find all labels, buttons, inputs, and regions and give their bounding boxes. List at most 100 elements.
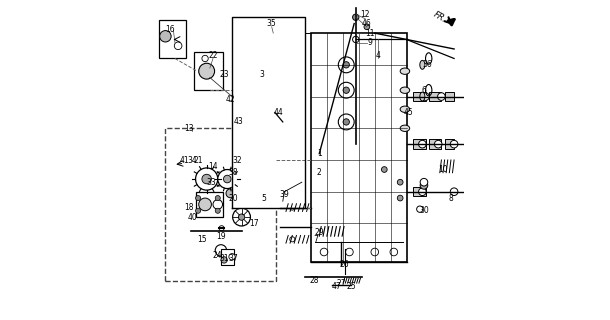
Text: 46: 46 (362, 19, 371, 28)
FancyBboxPatch shape (413, 140, 426, 149)
FancyBboxPatch shape (445, 92, 454, 101)
Circle shape (450, 140, 458, 148)
Text: 47: 47 (332, 282, 342, 292)
Text: 40: 40 (187, 212, 197, 222)
Text: 6: 6 (422, 86, 426, 95)
Circle shape (343, 119, 350, 125)
Text: 24: 24 (213, 251, 223, 260)
Text: 14: 14 (208, 162, 218, 171)
Text: 12: 12 (361, 10, 370, 19)
Circle shape (364, 24, 370, 30)
Text: 11: 11 (365, 28, 375, 38)
Text: 33: 33 (207, 178, 217, 187)
Circle shape (343, 62, 350, 68)
FancyBboxPatch shape (429, 140, 442, 149)
Circle shape (215, 208, 220, 213)
Circle shape (238, 131, 245, 139)
Circle shape (434, 140, 442, 148)
FancyBboxPatch shape (445, 140, 454, 149)
Text: FR.: FR. (432, 10, 448, 25)
Circle shape (238, 86, 245, 94)
Text: 8: 8 (448, 194, 453, 203)
Circle shape (353, 36, 359, 43)
Text: 19: 19 (216, 232, 226, 241)
Text: 42: 42 (226, 95, 235, 104)
Circle shape (199, 63, 215, 79)
Circle shape (223, 175, 231, 183)
Circle shape (199, 198, 212, 211)
Circle shape (247, 150, 255, 157)
Text: 37: 37 (229, 254, 239, 263)
Circle shape (160, 31, 171, 42)
Text: 43: 43 (234, 117, 243, 126)
Text: 5: 5 (261, 194, 266, 203)
Circle shape (279, 36, 287, 43)
FancyBboxPatch shape (194, 52, 223, 90)
Circle shape (279, 108, 287, 116)
Circle shape (196, 168, 218, 190)
Text: 4: 4 (376, 51, 381, 60)
Circle shape (226, 189, 235, 198)
Circle shape (221, 257, 228, 263)
Text: 44: 44 (273, 108, 283, 117)
Circle shape (274, 50, 285, 61)
Text: 26: 26 (340, 260, 350, 269)
Ellipse shape (420, 92, 425, 101)
Text: 31: 31 (220, 254, 229, 263)
Text: 32: 32 (232, 156, 242, 164)
Circle shape (390, 248, 398, 256)
Circle shape (289, 140, 296, 148)
Circle shape (290, 205, 295, 210)
FancyBboxPatch shape (413, 187, 426, 196)
Circle shape (339, 57, 354, 73)
Text: 39: 39 (279, 190, 289, 199)
Circle shape (279, 175, 287, 183)
Text: 17: 17 (249, 219, 259, 228)
Circle shape (263, 124, 271, 132)
Circle shape (420, 178, 428, 186)
Circle shape (339, 82, 354, 98)
Circle shape (346, 248, 353, 256)
FancyBboxPatch shape (196, 192, 223, 217)
Circle shape (219, 226, 224, 231)
Circle shape (279, 68, 287, 75)
Circle shape (196, 196, 201, 201)
Text: 30: 30 (419, 206, 429, 215)
Text: 21: 21 (194, 156, 204, 164)
Text: 7: 7 (314, 235, 318, 244)
Circle shape (263, 86, 271, 94)
Circle shape (289, 55, 296, 62)
Text: 45: 45 (403, 108, 413, 117)
Circle shape (343, 87, 350, 93)
Circle shape (274, 112, 278, 116)
Circle shape (397, 179, 403, 185)
Text: 15: 15 (197, 235, 207, 244)
Circle shape (257, 181, 264, 189)
Text: 29: 29 (315, 228, 324, 237)
Text: 35: 35 (267, 19, 276, 28)
Circle shape (229, 253, 235, 260)
Text: 13: 13 (184, 124, 194, 133)
Ellipse shape (400, 87, 410, 93)
Circle shape (247, 108, 255, 116)
Text: 22: 22 (208, 51, 218, 60)
FancyBboxPatch shape (311, 33, 406, 261)
Text: 23: 23 (220, 70, 229, 79)
Polygon shape (232, 17, 305, 208)
Circle shape (239, 214, 245, 220)
Circle shape (238, 175, 245, 183)
Circle shape (174, 42, 182, 50)
Text: 25: 25 (346, 282, 356, 292)
Text: 28: 28 (310, 276, 319, 285)
Text: 34: 34 (187, 156, 197, 164)
Circle shape (215, 196, 220, 201)
FancyBboxPatch shape (165, 128, 276, 281)
Circle shape (232, 208, 251, 226)
Circle shape (397, 195, 403, 201)
Circle shape (450, 188, 458, 196)
Circle shape (279, 140, 287, 148)
Ellipse shape (400, 106, 410, 112)
Circle shape (320, 248, 328, 256)
Circle shape (215, 245, 227, 256)
Text: 1: 1 (317, 149, 321, 158)
